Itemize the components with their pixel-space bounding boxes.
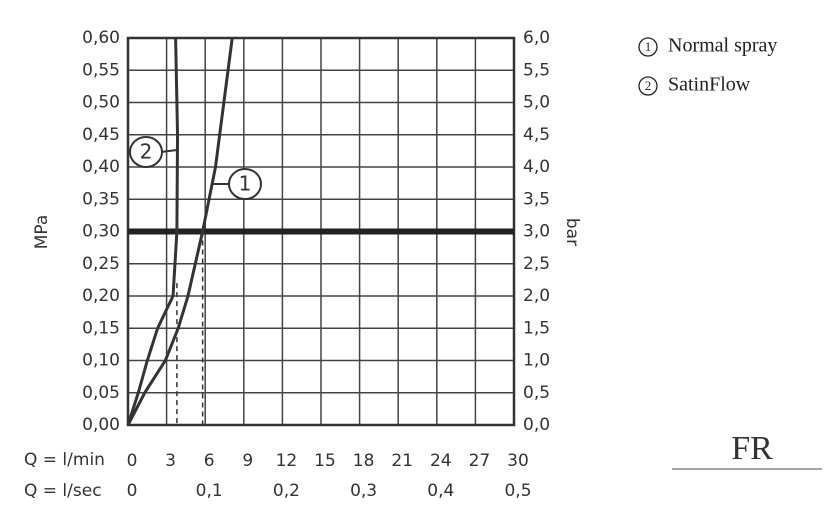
y2-axis-title: bar: [562, 218, 582, 246]
x-tick-label: 15: [314, 451, 336, 471]
legend-marker-label: 1: [645, 39, 652, 54]
series-line: [126, 37, 180, 426]
legend-marker: [638, 37, 658, 57]
series-line: [126, 37, 234, 426]
callout-circle: [129, 136, 163, 168]
y-tick-label: 0,40: [82, 157, 120, 177]
y2-tick-label: 6,0: [523, 28, 550, 48]
logo-text: FR: [731, 430, 773, 467]
x2-tick-label: 0,1: [196, 481, 223, 501]
y-tick-label: 0,60: [82, 28, 120, 48]
y-tick-label: 0,35: [82, 189, 120, 209]
y2-tick-label: 3,5: [523, 189, 550, 209]
y-tick-label: 0,30: [82, 222, 120, 242]
x-tick-label: 21: [391, 451, 413, 471]
x-tick-label: 30: [507, 451, 529, 471]
y-tick-label: 0,15: [82, 318, 120, 338]
x2-tick-label: 0,2: [273, 481, 300, 501]
y2-tick-label: 5,5: [523, 60, 550, 80]
y-tick-label: 0,45: [82, 125, 120, 145]
callout-leader: [160, 149, 178, 153]
x-tick-label: 6: [204, 451, 215, 471]
y2-tick-label: 4,0: [523, 157, 550, 177]
callout-circle: [228, 168, 262, 200]
y2-tick-label: 2,0: [523, 286, 550, 306]
callout-label: 2: [140, 140, 153, 164]
legend-label: SatinFlow: [668, 74, 751, 96]
y2-tick-label: 0,5: [523, 383, 550, 403]
y2-tick-label: 1,5: [523, 318, 550, 338]
x2-tick-label: 0,5: [504, 481, 531, 501]
y-axis-title: MPa: [32, 215, 52, 250]
legend-marker: [638, 76, 658, 96]
callout-label: 1: [239, 172, 252, 196]
y-tick-label: 0,50: [82, 93, 120, 113]
x-axis-title: Q = l/min: [24, 450, 105, 470]
logo: FR: [672, 430, 822, 470]
y-tick-label: 0,10: [82, 351, 120, 371]
x-tick-label: 12: [276, 451, 298, 471]
y2-tick-label: 5,0: [523, 93, 550, 113]
x-tick-label: 3: [165, 451, 176, 471]
y-tick-label: 0,20: [82, 286, 120, 306]
y-tick-label: 0,05: [82, 383, 120, 403]
x2-tick-label: 0,4: [427, 481, 454, 501]
legend-label: Normal spray: [668, 35, 777, 57]
y2-tick-label: 0,0: [523, 415, 550, 435]
x-tick-label: 0: [127, 451, 138, 471]
y-tick-label: 0,55: [82, 60, 120, 80]
x-tick-label: 27: [469, 451, 491, 471]
x-tick-label: 24: [430, 451, 452, 471]
x-tick-label: 9: [242, 451, 253, 471]
y-tick-label: 0,25: [82, 254, 120, 274]
y2-tick-label: 1,0: [523, 351, 550, 371]
x2-tick-label: 0,3: [350, 481, 377, 501]
y-tick-label: 0,00: [82, 415, 120, 435]
legend: 1 Normal spray 2 SatinFlow: [638, 35, 777, 96]
x2-tick-label: 0: [127, 481, 138, 501]
y2-tick-label: 3,0: [523, 222, 550, 242]
y2-tick-label: 4,5: [523, 125, 550, 145]
x2-axis-title: Q = l/sec: [24, 481, 102, 501]
y2-tick-label: 2,5: [523, 254, 550, 274]
legend-marker-label: 2: [645, 78, 652, 93]
x-tick-label: 18: [353, 451, 375, 471]
